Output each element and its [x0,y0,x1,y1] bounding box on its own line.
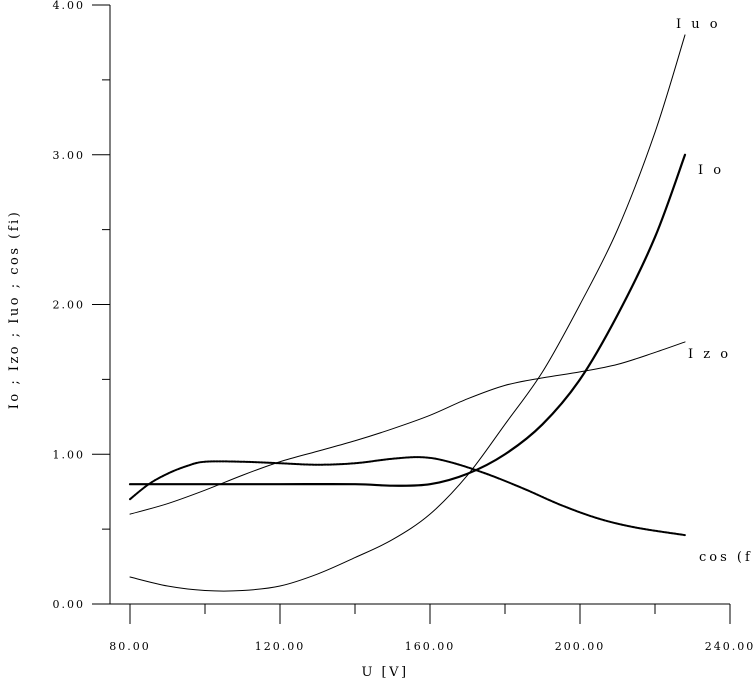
y-tick-label: 2.00 [53,299,86,312]
series-line-iuo [129,34,686,592]
x-tick-label: 80.00 [109,640,151,653]
series-labels: I u o I o I z o cos (fi) [676,17,753,565]
y-tick-label: 1.00 [53,448,86,461]
x-tick-label: 240.00 [705,640,753,653]
series-label-izo: I z o [688,347,731,362]
series-label-cos-fi-: cos (fi) [699,550,753,565]
x-tick-label: 160.00 [405,640,456,653]
series-group [128,34,687,592]
x-axis-label: U [V] [361,665,408,680]
series-line-izo [129,341,686,515]
y-axis-label: Io ; Izo ; Iuo ; cos (fi) [7,210,22,410]
series-label-iuo: I u o [676,17,721,32]
series-line-cos-fi- [129,456,686,537]
x-tick-label: 200.00 [555,640,606,653]
axes: 0.00 1.00 2.00 3.00 4.00 80.00 120.00 160.00 200… [53,0,753,653]
y-tick-label: 0.00 [53,598,86,611]
y-tick-label: 4.00 [53,0,86,12]
series-line-io [128,153,687,487]
y-tick-label: 3.00 [53,149,86,162]
series-label-io: I o [698,163,724,178]
x-tick-label: 120.00 [255,640,306,653]
